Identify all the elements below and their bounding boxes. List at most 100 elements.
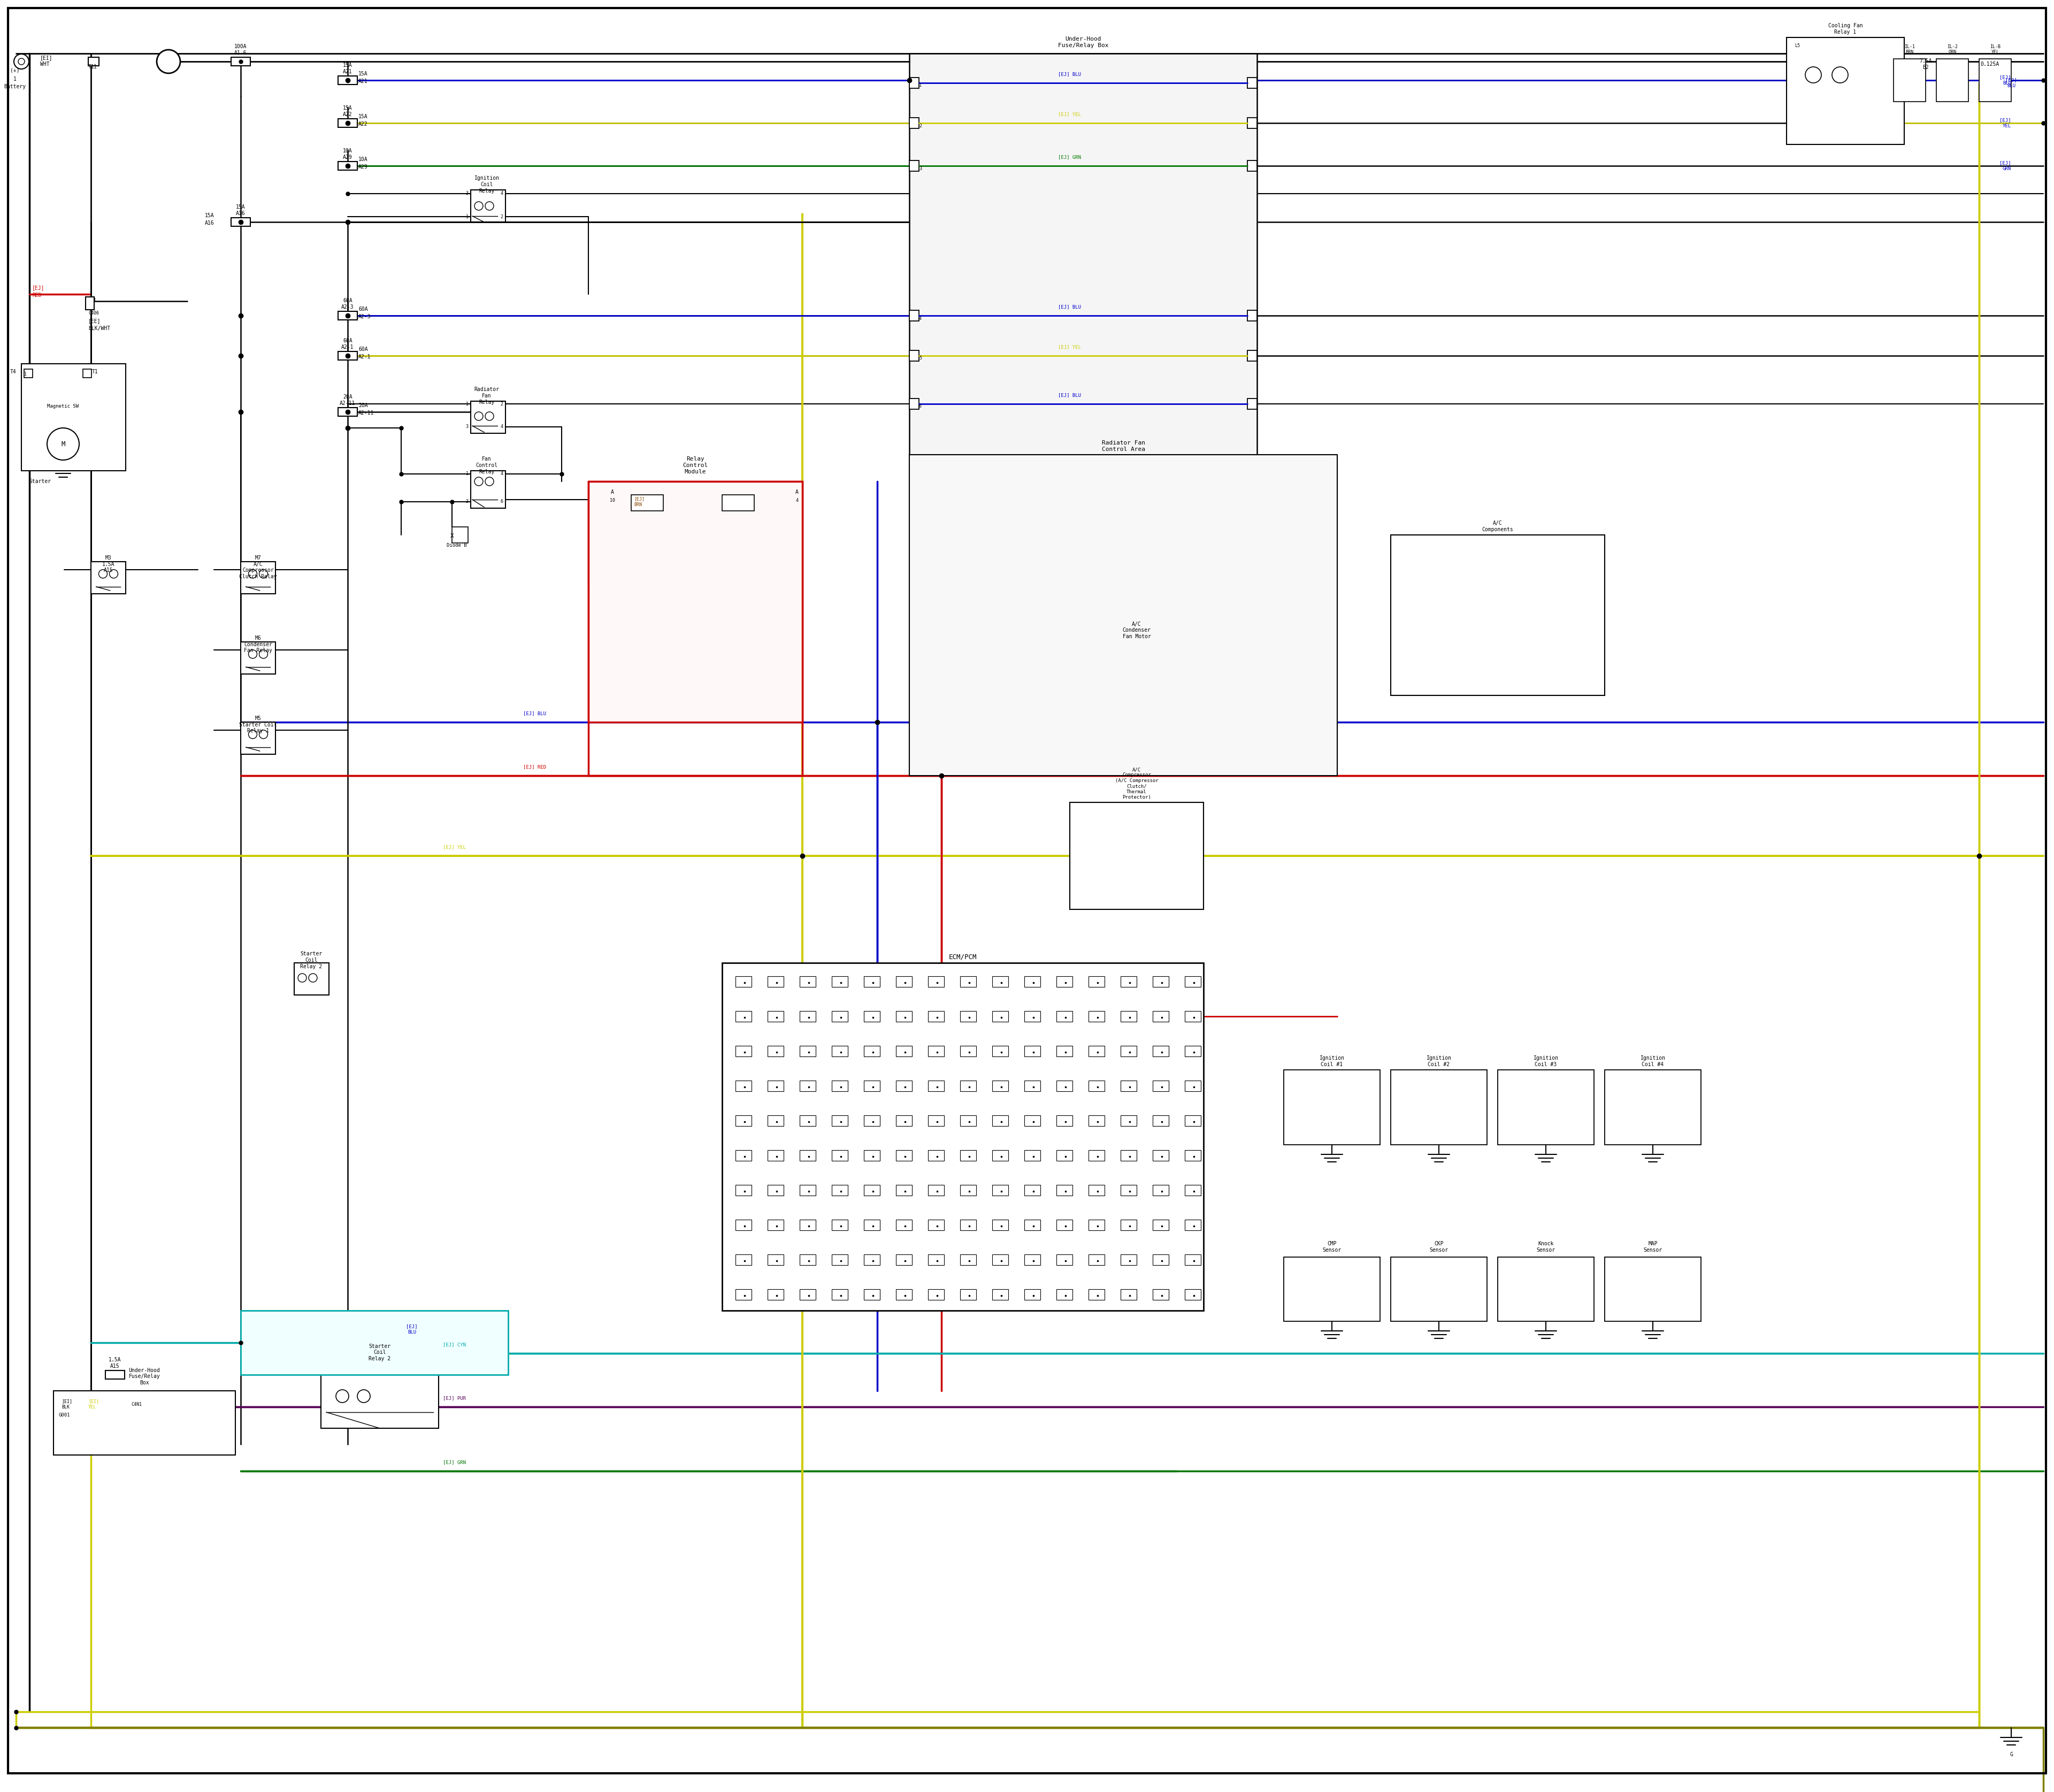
Text: A2-11: A2-11 <box>357 410 374 416</box>
Bar <box>735 1115 752 1125</box>
Bar <box>768 1254 785 1265</box>
Text: Relay
Control
Module: Relay Control Module <box>682 457 709 475</box>
Text: A: A <box>610 489 614 495</box>
Bar <box>799 1081 815 1091</box>
Bar <box>896 977 912 987</box>
Bar <box>86 297 94 310</box>
Bar <box>1025 1185 1041 1195</box>
Bar <box>832 1047 848 1057</box>
Text: [EJ] PUR: [EJ] PUR <box>444 1396 466 1401</box>
Bar <box>230 217 251 226</box>
Bar <box>832 1081 848 1091</box>
Text: M3
1.5A
A15: M3 1.5A A15 <box>103 556 115 573</box>
Bar <box>1121 1220 1136 1231</box>
Bar <box>1185 977 1202 987</box>
Bar <box>735 1288 752 1299</box>
Circle shape <box>337 1391 349 1403</box>
Bar <box>832 1011 848 1021</box>
Text: Magnetic SW: Magnetic SW <box>47 405 78 409</box>
Text: 20A: 20A <box>357 403 368 409</box>
Text: 5: 5 <box>918 357 922 360</box>
Bar <box>768 1185 785 1195</box>
Bar <box>799 1288 815 1299</box>
Bar <box>1284 1070 1380 1145</box>
Bar <box>1391 536 1604 695</box>
Bar <box>735 1047 752 1057</box>
Bar <box>88 57 99 66</box>
Text: [EI]
BLK: [EI] BLK <box>62 1400 72 1409</box>
Bar <box>240 722 275 754</box>
Circle shape <box>1832 66 1849 82</box>
Bar <box>865 1115 879 1125</box>
Bar <box>735 1254 752 1265</box>
Bar <box>1056 1220 1072 1231</box>
Bar <box>240 1310 507 1374</box>
Text: 15A
A21: 15A A21 <box>343 63 353 73</box>
Bar <box>339 407 357 416</box>
Bar <box>1185 1081 1202 1091</box>
Bar <box>992 1220 1009 1231</box>
Bar <box>1121 1011 1136 1021</box>
Bar <box>896 1220 912 1231</box>
Text: [EJ] GRN: [EJ] GRN <box>444 1460 466 1464</box>
Text: 60A: 60A <box>357 346 368 351</box>
Bar <box>832 1220 848 1231</box>
Bar <box>896 1288 912 1299</box>
Text: 0.125A: 0.125A <box>1980 61 1999 66</box>
Bar <box>959 1185 976 1195</box>
Bar <box>832 1115 848 1125</box>
Text: 10A: 10A <box>357 156 368 161</box>
Bar <box>1070 642 1204 749</box>
Circle shape <box>485 477 493 486</box>
Bar <box>865 1220 879 1231</box>
Text: 1.5A
A15: 1.5A A15 <box>109 1357 121 1369</box>
Bar <box>21 364 125 471</box>
Text: Under-Hood
Fuse/Relay
Box: Under-Hood Fuse/Relay Box <box>129 1367 160 1385</box>
Text: 2: 2 <box>918 124 922 127</box>
Bar <box>910 455 1337 776</box>
Bar <box>865 1288 879 1299</box>
Bar <box>928 1185 945 1195</box>
Bar <box>735 1220 752 1231</box>
Bar <box>799 1254 815 1265</box>
Text: Radiator
Fan
Relay: Radiator Fan Relay <box>474 387 499 405</box>
Bar <box>928 1011 945 1021</box>
Text: BLK/WHT: BLK/WHT <box>88 326 111 332</box>
Bar <box>768 1220 785 1231</box>
Bar <box>587 482 803 722</box>
Bar <box>1025 1115 1041 1125</box>
Bar <box>1185 1011 1202 1021</box>
Text: [EJ] RED: [EJ] RED <box>524 765 546 769</box>
Bar <box>1089 1047 1105 1057</box>
Bar <box>1391 1256 1487 1321</box>
Bar <box>1025 1220 1041 1231</box>
Bar <box>865 1047 879 1057</box>
Text: Ignition
Coil #2: Ignition Coil #2 <box>1425 1055 1452 1068</box>
Text: 6: 6 <box>918 405 922 409</box>
Bar <box>928 1115 945 1125</box>
Text: [EJ]
YEL: [EJ] YEL <box>2001 118 2011 129</box>
Bar <box>928 977 945 987</box>
Bar <box>1497 1070 1594 1145</box>
Bar <box>320 1364 440 1428</box>
Text: [EJ] CYN: [EJ] CYN <box>444 1342 466 1348</box>
Bar <box>470 401 505 434</box>
Circle shape <box>474 202 483 210</box>
Text: 1: 1 <box>466 401 468 407</box>
Bar <box>1152 1220 1169 1231</box>
Text: Starter
Coil
Relay 2: Starter Coil Relay 2 <box>370 1344 390 1362</box>
Bar <box>1025 1011 1041 1021</box>
Bar <box>1391 1070 1487 1145</box>
Text: [EJ] BLU: [EJ] BLU <box>524 711 546 717</box>
Text: 15A: 15A <box>357 72 368 77</box>
Bar <box>1121 1115 1136 1125</box>
Text: 15A: 15A <box>205 213 214 219</box>
Text: [EJ] BLU: [EJ] BLU <box>1058 305 1080 310</box>
Text: A/C
Condenser
Fan Motor: A/C Condenser Fan Motor <box>1124 622 1150 640</box>
Bar <box>799 1185 815 1195</box>
Circle shape <box>47 428 80 461</box>
Bar <box>90 561 125 593</box>
Bar <box>1604 1256 1701 1321</box>
Bar <box>1152 1254 1169 1265</box>
Bar <box>1089 1288 1105 1299</box>
